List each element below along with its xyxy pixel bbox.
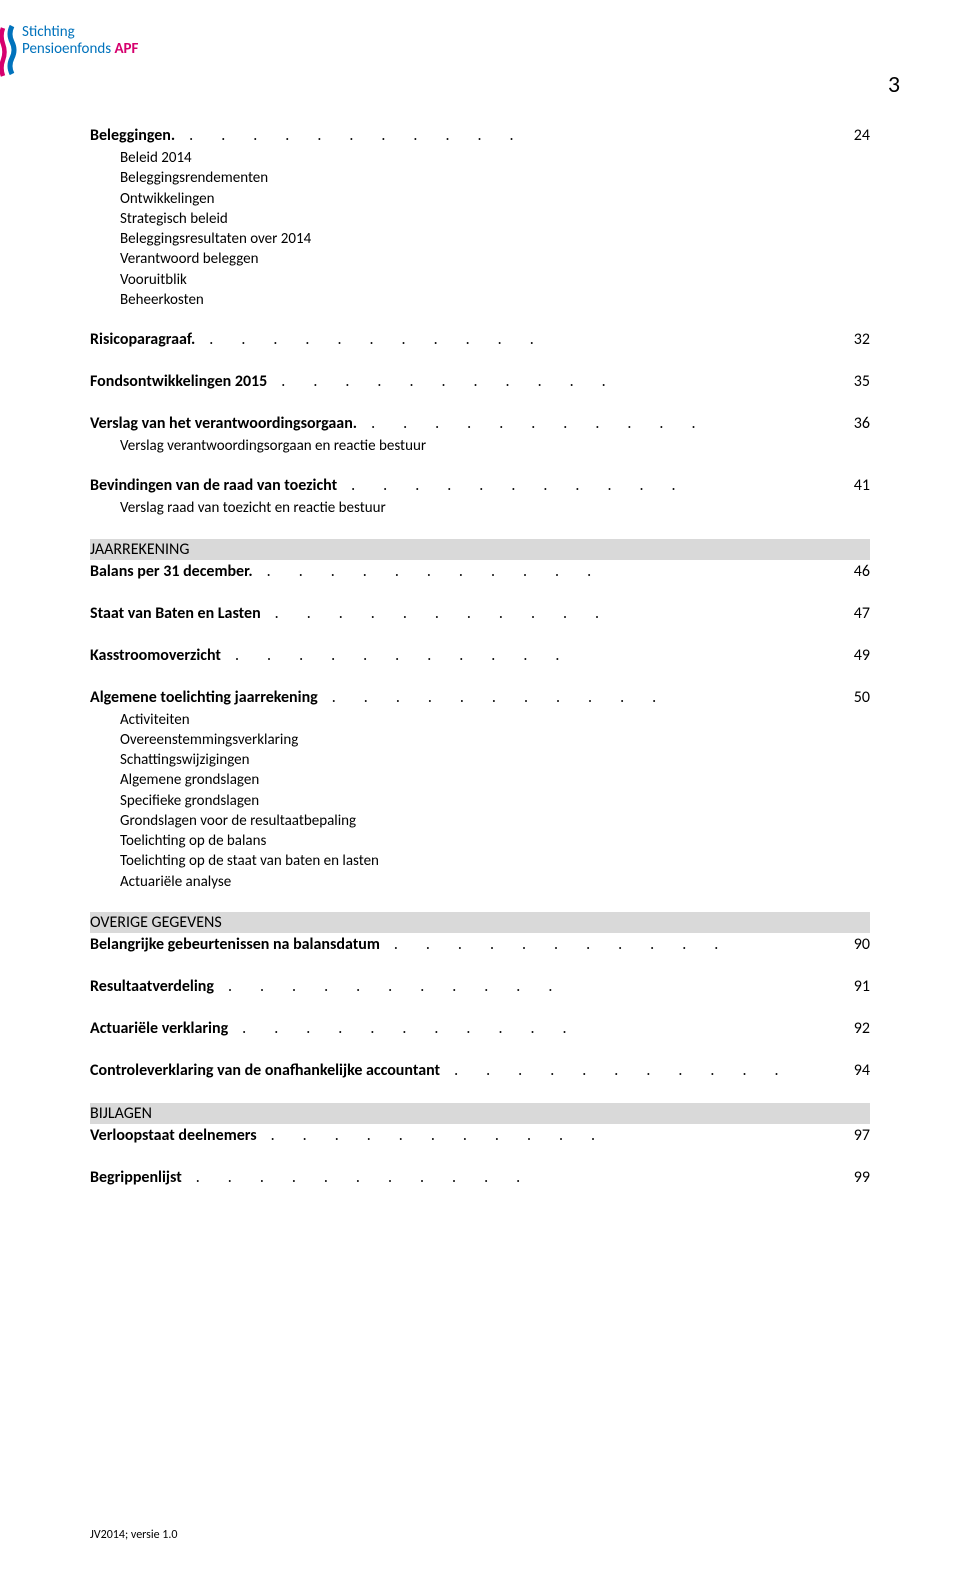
logo-mark-icon (0, 24, 20, 78)
toc-leader: ........... (440, 1061, 830, 1080)
toc-title-verloopstaat: Verloopstaat deelnemers (90, 1126, 257, 1145)
section-head-overige: OVERIGE GEGEVENS (90, 912, 870, 933)
toc-page: 49 (830, 646, 870, 665)
toc-title-alg-toelichting: Algemene toelichting jaarrekening (90, 688, 318, 707)
page-number: 3 (888, 70, 900, 99)
toc-page: 97 (830, 1126, 870, 1145)
toc-sub: Toelichting op de balans (120, 831, 870, 851)
toc-leader: ........... (253, 562, 830, 581)
toc-page: 36 (830, 414, 870, 433)
toc-sub: Vooruitblik (120, 270, 870, 290)
toc-leader: ........... (195, 330, 830, 349)
toc-leader: ........... (257, 1126, 830, 1145)
toc-leader: ........... (261, 604, 830, 623)
toc-page: 35 (830, 372, 870, 391)
toc-sub: Verslag verantwoordingsorgaan en reactie… (120, 436, 870, 456)
toc-sub: Beleggingsresultaten over 2014 (120, 229, 870, 249)
toc-sub: Beleid 2014 (120, 148, 870, 168)
toc-title-verslag-verant: Verslag van het verantwoordingsorgaan. (90, 414, 357, 433)
toc-title-resultaatverdeling: Resultaatverdeling (90, 977, 214, 996)
toc-title-balans: Balans per 31 december. (90, 562, 253, 581)
toc-page: 46 (830, 562, 870, 581)
toc-sub: Beleggingsrendementen (120, 168, 870, 188)
toc-row: Actuariële verklaring ........... 92 (90, 1019, 870, 1038)
toc-title-belangrijke: Belangrijke gebeurtenissen na balansdatu… (90, 935, 380, 954)
toc-page: 99 (830, 1168, 870, 1187)
toc-title-beleggingen: Beleggingen. (90, 126, 175, 145)
toc-page: 50 (830, 688, 870, 707)
toc-leader: ........... (214, 977, 830, 996)
toc-title-bevindingen: Bevindingen van de raad van toezicht (90, 476, 337, 495)
toc-leader: ........... (182, 1168, 830, 1187)
toc-row: Controleverklaring van de onafhankelijke… (90, 1061, 870, 1080)
toc-sub: Grondslagen voor de resultaatbepaling (120, 811, 870, 831)
toc-title-controle: Controleverklaring van de onafhankelijke… (90, 1061, 440, 1080)
toc-row: Beleggingen. ........... 24 (90, 126, 870, 145)
toc-page: 91 (830, 977, 870, 996)
toc-page: 92 (830, 1019, 870, 1038)
toc-row: Fondsontwikkelingen 2015 ........... 35 (90, 372, 870, 391)
toc-leader: ........... (175, 126, 830, 145)
toc-sub: Specifieke grondslagen (120, 791, 870, 811)
toc-sub: Verslag raad van toezicht en reactie bes… (120, 498, 870, 518)
toc-sub: Ontwikkelingen (120, 189, 870, 209)
toc-row: Begrippenlijst ........... 99 (90, 1168, 870, 1187)
footer-version: JV2014; versie 1.0 (90, 1528, 177, 1542)
toc-page: 90 (830, 935, 870, 954)
logo-text: Stichting Pensioenfonds APF (22, 24, 138, 59)
toc-page: 32 (830, 330, 870, 349)
toc-row: Belangrijke gebeurtenissen na balansdatu… (90, 935, 870, 954)
toc-row: Resultaatverdeling ........... 91 (90, 977, 870, 996)
toc-title-kasstroom: Kasstroomoverzicht (90, 646, 221, 665)
toc-sub: Algemene grondslagen (120, 770, 870, 790)
toc-row: Balans per 31 december. ........... 46 (90, 562, 870, 581)
toc-row: Risicoparagraaf. ........... 32 (90, 330, 870, 349)
toc-leader: ........... (357, 414, 830, 433)
toc-sub: Overeenstemmingsverklaring (120, 730, 870, 750)
toc-leader: ........... (221, 646, 830, 665)
section-head-jaarrekening: JAARREKENING (90, 539, 870, 560)
logo-line2: Pensioenfonds APF (22, 41, 138, 58)
toc-sub: Strategisch beleid (120, 209, 870, 229)
toc-row: Kasstroomoverzicht ........... 49 (90, 646, 870, 665)
toc-leader: ........... (228, 1019, 830, 1038)
toc-title-act-verklaring: Actuariële verklaring (90, 1019, 228, 1038)
toc-row: Verslag van het verantwoordingsorgaan. .… (90, 414, 870, 433)
toc-leader: ........... (318, 688, 830, 707)
section-head-bijlagen: BIJLAGEN (90, 1103, 870, 1124)
toc-sub: Schattingswijzigingen (120, 750, 870, 770)
table-of-contents: Beleggingen. ........... 24 Beleid 2014 … (90, 126, 870, 1187)
toc-sub: Toelichting op de staat van baten en las… (120, 851, 870, 871)
toc-page: 41 (830, 476, 870, 495)
toc-sub: Verantwoord beleggen (120, 249, 870, 269)
logo-line1: Stichting (22, 24, 138, 41)
toc-sub: Activiteiten (120, 710, 870, 730)
toc-title-begrippenlijst: Begrippenlijst (90, 1168, 182, 1187)
toc-row: Algemene toelichting jaarrekening ......… (90, 688, 870, 707)
toc-page: 47 (830, 604, 870, 623)
document-page: Stichting Pensioenfonds APF 3 Belegginge… (0, 0, 960, 1590)
toc-sub: Actuariële analyse (120, 872, 870, 892)
toc-leader: ........... (380, 935, 830, 954)
toc-row: Bevindingen van de raad van toezicht ...… (90, 476, 870, 495)
toc-title-risico: Risicoparagraaf. (90, 330, 195, 349)
toc-page: 24 (830, 126, 870, 145)
toc-page: 94 (830, 1061, 870, 1080)
logo: Stichting Pensioenfonds APF (0, 24, 138, 78)
toc-sub: Beheerkosten (120, 290, 870, 310)
toc-row: Verloopstaat deelnemers ........... 97 (90, 1126, 870, 1145)
toc-leader: ........... (337, 476, 830, 495)
logo-line2-a: Pensioenfonds (22, 40, 114, 58)
toc-row: Staat van Baten en Lasten ........... 47 (90, 604, 870, 623)
toc-leader: ........... (267, 372, 830, 391)
logo-apf: APF (114, 40, 138, 58)
toc-title-fondsontw: Fondsontwikkelingen 2015 (90, 372, 267, 391)
toc-title-staat-baten: Staat van Baten en Lasten (90, 604, 261, 623)
